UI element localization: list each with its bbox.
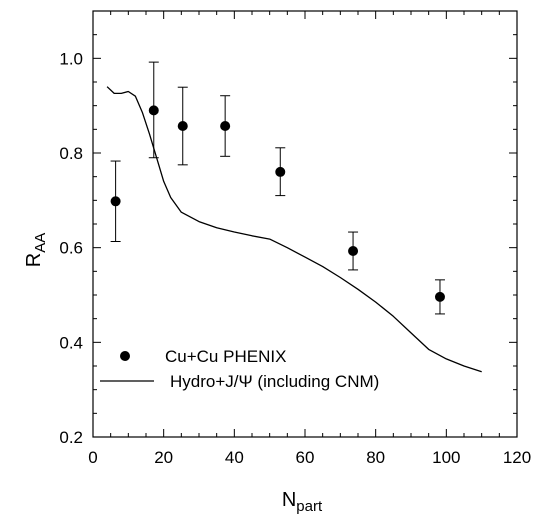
series-line-hydro	[106, 86, 482, 373]
x-axis-title: Npart	[282, 489, 323, 515]
legend-marker-points	[120, 351, 130, 361]
x-tick-label: 100	[432, 448, 460, 467]
y-tick-label: 0.8	[59, 144, 83, 163]
x-tick-label: 60	[296, 448, 315, 467]
minor-ticks	[93, 10, 517, 437]
data-point	[177, 121, 188, 132]
y-tick-labels: 0.2 0.4 0.6 0.8 1.0	[59, 49, 83, 447]
series-line-group	[106, 86, 482, 373]
y-axis-title: RAA	[23, 233, 49, 267]
x-axis-title-sub: part	[296, 498, 323, 515]
major-ticks	[92, 11, 518, 438]
y-tick-label: 0.4	[59, 333, 83, 352]
x-tick-label: 40	[225, 448, 244, 467]
data-point	[110, 196, 121, 207]
x-tick-label: 0	[88, 448, 97, 467]
data-point	[275, 166, 286, 177]
series-points-group	[110, 61, 445, 315]
legend: Cu+Cu PHENIX Hydro+J/Ψ (including CNM)	[100, 347, 379, 391]
y-tick-label: 1.0	[59, 49, 83, 68]
y-axis-title-main: R	[23, 253, 45, 267]
legend-label-points: Cu+Cu PHENIX	[165, 347, 286, 366]
data-point	[148, 105, 159, 116]
x-tick-labels: 0 20 40 60 80 100 120	[88, 448, 531, 467]
x-tick-label: 120	[503, 448, 531, 467]
x-axis-title-main: N	[282, 489, 296, 511]
y-tick-label: 0.6	[59, 239, 83, 258]
x-tick-label: 20	[154, 448, 173, 467]
x-tick-label: 80	[366, 448, 385, 467]
y-axis-title-sub: AA	[32, 233, 49, 253]
data-point	[220, 121, 231, 132]
legend-label-line: Hydro+J/Ψ (including CNM)	[170, 372, 379, 391]
y-tick-label: 0.2	[59, 428, 83, 447]
data-point	[348, 245, 359, 256]
data-point	[434, 291, 445, 302]
